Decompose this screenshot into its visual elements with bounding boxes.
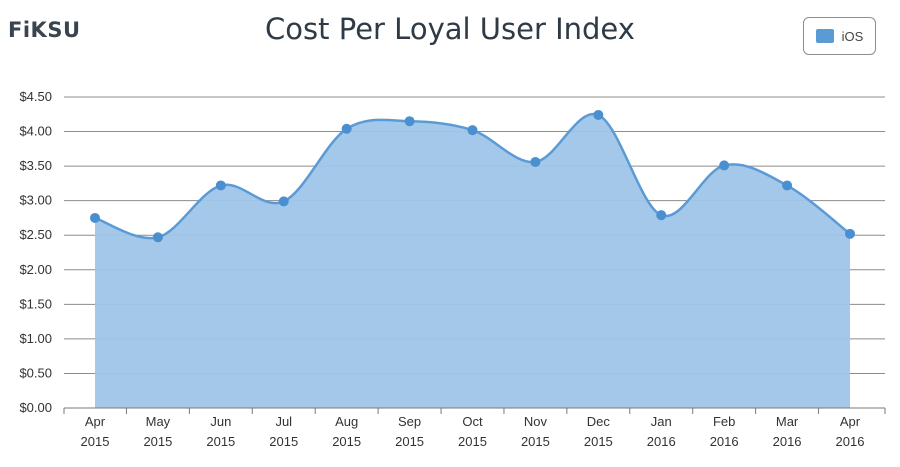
data-point (467, 125, 478, 136)
x-tick-label: Dec (587, 414, 611, 429)
x-tick-label-year: 2015 (458, 434, 487, 449)
x-tick-label-year: 2016 (773, 434, 802, 449)
x-tick-label: Sep (398, 414, 421, 429)
data-point (152, 232, 163, 243)
x-tick-label-year: 2015 (81, 434, 110, 449)
data-point (782, 180, 793, 191)
x-axis-ticks: Apr 2015 May 2015 Jun 2015 Jul 2015 Aug 2015 Sep 20… (63, 407, 886, 449)
y-tick-label: $1.50 (19, 296, 52, 311)
y-tick-label: $1.00 (19, 331, 52, 346)
x-tick-label-year: 2015 (584, 434, 613, 449)
x-tick-label: Nov (524, 414, 548, 429)
y-tick-label: $3.50 (19, 158, 52, 173)
x-tick-label: Feb (713, 414, 735, 429)
x-tick-label-year: 2016 (836, 434, 865, 449)
y-tick-label: $0.50 (19, 365, 52, 380)
x-tick-label-year: 2016 (710, 434, 739, 449)
x-tick-label: Jul (275, 414, 292, 429)
y-tick-label: $2.00 (19, 262, 52, 277)
y-axis-ticks: $0.00 $0.50 $1.00 $1.50 $2.00 $2.50 $3.00 $3.50… (19, 89, 52, 415)
series-area-ios (95, 113, 850, 408)
brand-logo: FiKSU (8, 18, 81, 42)
x-tick-label: Jun (210, 414, 231, 429)
chart-title: Cost Per Loyal User Index (265, 12, 635, 46)
legend-swatch-ios (815, 29, 834, 43)
x-tick-label-year: 2015 (206, 434, 235, 449)
data-point (530, 156, 541, 167)
y-tick-label: $4.00 (19, 124, 52, 139)
data-point (404, 116, 415, 127)
y-tick-label: $2.50 (19, 227, 52, 242)
data-point (90, 212, 100, 223)
data-point (215, 180, 226, 191)
y-tick-label: $4.50 (19, 89, 52, 104)
data-point (278, 196, 289, 207)
x-tick-label: Apr (85, 414, 106, 429)
x-tick-label-year: 2015 (395, 434, 424, 449)
x-tick-label: Apr (840, 414, 861, 429)
x-tick-label: May (146, 414, 171, 429)
data-point (341, 123, 352, 134)
data-point (656, 210, 667, 221)
data-markers (90, 109, 855, 243)
x-tick-label: Oct (462, 414, 483, 429)
area-layer (94, 112, 851, 408)
x-tick-label: Aug (335, 414, 358, 429)
y-tick-label: $3.00 (19, 193, 52, 208)
data-point (845, 228, 855, 239)
x-tick-label-year: 2015 (269, 434, 298, 449)
data-point (593, 109, 604, 120)
x-tick-label-year: 2016 (647, 434, 676, 449)
data-point (719, 160, 730, 171)
x-tick-label: Mar (776, 414, 799, 429)
chart-legend[interactable]: iOS (803, 17, 876, 55)
legend-label-ios: iOS (841, 28, 864, 44)
x-tick-label-year: 2015 (332, 434, 361, 449)
x-tick-label: Jan (651, 414, 672, 429)
x-tick-label-year: 2015 (143, 434, 172, 449)
x-tick-label-year: 2015 (521, 434, 550, 449)
y-tick-label: $0.00 (19, 400, 52, 415)
